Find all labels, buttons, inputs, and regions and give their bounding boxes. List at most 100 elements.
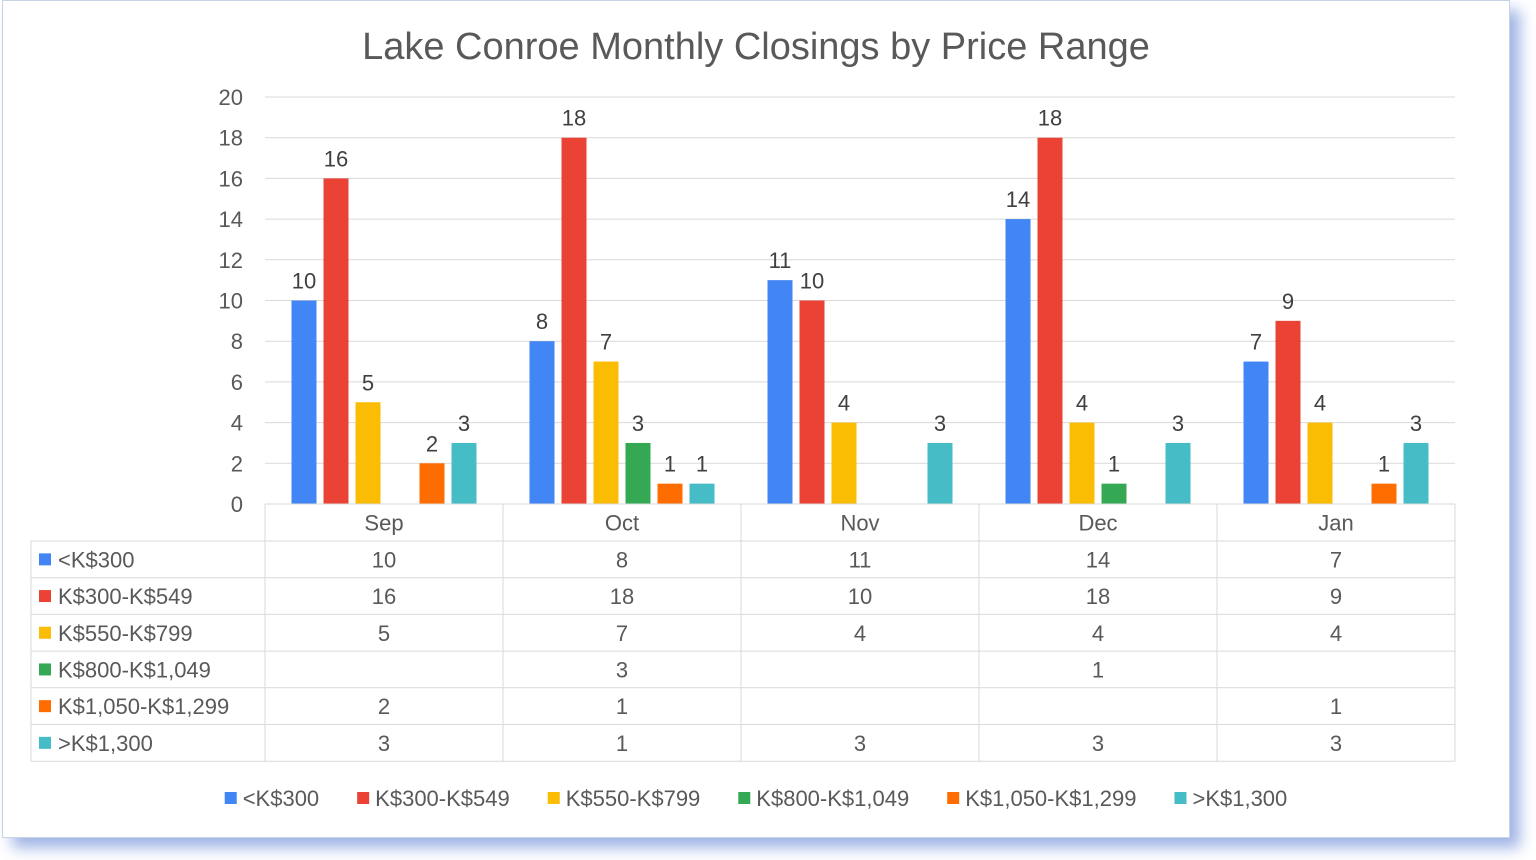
bar-k-300-oct [529, 341, 555, 504]
bar-k-300-k-549-dec [1037, 137, 1063, 504]
bar-k-1-300-sep [451, 442, 477, 504]
bar-k-550-k-799-sep [355, 402, 381, 504]
x-tick-label-oct: Oct [605, 511, 639, 536]
bar-k-550-k-799-nov [831, 422, 857, 504]
data-label-k-1-300-jan: 3 [1410, 411, 1422, 436]
data-label-k-300-k-549-sep: 16 [324, 146, 348, 171]
bar-k-300-sep [291, 300, 317, 504]
table-cell-k-300-dec: 14 [1086, 547, 1110, 572]
bar-k-550-k-799-oct [593, 361, 619, 504]
table-cell-k-1-300-sep: 3 [378, 731, 390, 756]
data-label-k-550-k-799-dec: 4 [1076, 391, 1088, 416]
legend-key-k-300-k-549 [357, 792, 370, 804]
table-cell-k-300-nov: 11 [849, 547, 872, 572]
table-key-k-300 [39, 553, 51, 566]
bar-k-300-dec [1005, 219, 1031, 504]
bar-k-1-300-nov [927, 442, 953, 504]
y-tick-label-16: 16 [219, 166, 243, 191]
data-label-k-300-jan: 7 [1250, 330, 1262, 355]
bar-k-1-050-k-1-299-oct [657, 483, 683, 504]
table-cell-k-300-k-549-jan: 9 [1330, 584, 1342, 609]
bar-k-300-k-549-oct [561, 137, 587, 504]
data-label-k-300-dec: 14 [1006, 187, 1030, 212]
legend-label-k-550-k-799: K$550-K$799 [566, 786, 701, 811]
data-label-k-1-050-k-1-299-sep: 2 [426, 431, 438, 456]
data-label-k-1-050-k-1-299-oct: 1 [664, 452, 676, 477]
data-label-k-300-oct: 8 [536, 309, 548, 334]
data-label-k-300-k-549-nov: 10 [800, 269, 824, 294]
data-label-k-550-k-799-nov: 4 [838, 391, 850, 416]
table-cell-k-550-k-799-sep: 5 [378, 621, 390, 646]
bar-k-1-300-dec [1165, 442, 1191, 504]
chart-title: Lake Conroe Monthly Closings by Price Ra… [362, 26, 1150, 68]
y-tick-label-6: 6 [231, 370, 243, 395]
legend-key-k-1-050-k-1-299 [947, 792, 960, 804]
bar-k-550-k-799-jan [1307, 422, 1333, 504]
bar-k-1-050-k-1-299-jan [1371, 483, 1397, 504]
table-row-label-k-300-k-549: K$300-K$549 [58, 584, 193, 609]
y-tick-label-14: 14 [219, 207, 243, 232]
table-cell-k-1-300-nov: 3 [854, 731, 866, 756]
y-tick-label-18: 18 [219, 126, 243, 151]
table-cell-k-300-sep: 10 [372, 547, 396, 572]
bar-k-300-jan [1243, 361, 1269, 504]
data-label-k-300-k-549-dec: 18 [1038, 106, 1062, 131]
bar-k-300-nov [767, 280, 793, 504]
y-tick-label-0: 0 [231, 492, 243, 517]
table-cell-k-300-k-549-oct: 18 [610, 584, 634, 609]
legend-label-k-1-050-k-1-299: K$1,050-K$1,299 [965, 786, 1136, 811]
table-cell-k-300-jan: 7 [1330, 547, 1342, 572]
data-label-k-1-050-k-1-299-jan: 1 [1378, 452, 1390, 477]
legend-label-k-800-k-1-049: K$800-K$1,049 [756, 786, 909, 811]
table-cell-k-550-k-799-jan: 4 [1330, 621, 1342, 646]
y-tick-label-12: 12 [219, 248, 243, 273]
legend-key-k-550-k-799 [547, 792, 560, 804]
data-label-k-550-k-799-oct: 7 [600, 330, 612, 355]
table-key-k-800-k-1-049 [39, 663, 51, 676]
x-tick-label-sep: Sep [364, 511, 403, 536]
table-row-label-k-1-300: >K$1,300 [58, 731, 153, 756]
table-key-k-550-k-799 [39, 626, 51, 639]
bar-k-1-050-k-1-299-sep [419, 463, 445, 504]
table-cell-k-550-k-799-oct: 7 [616, 621, 628, 646]
table-cell-k-1-300-oct: 1 [616, 731, 628, 756]
bar-k-1-300-jan [1403, 442, 1429, 504]
data-label-k-550-k-799-jan: 4 [1314, 391, 1326, 416]
y-tick-label-2: 2 [231, 451, 243, 476]
data-label-k-1-300-dec: 3 [1172, 411, 1184, 436]
table-cell-k-300-oct: 8 [616, 547, 628, 572]
data-label-k-300-k-549-jan: 9 [1282, 289, 1294, 314]
table-key-k-1-050-k-1-299 [39, 700, 51, 713]
table-cell-k-550-k-799-nov: 4 [854, 621, 866, 646]
x-tick-label-dec: Dec [1078, 511, 1117, 536]
y-tick-label-10: 10 [219, 289, 243, 314]
bar-k-550-k-799-dec [1069, 422, 1095, 504]
table-row-label-k-550-k-799: K$550-K$799 [58, 621, 193, 646]
table-cell-k-1-050-k-1-299-jan: 1 [1330, 694, 1342, 719]
data-label-k-300-k-549-oct: 18 [562, 106, 586, 131]
legend-label-k-300-k-549: K$300-K$549 [375, 786, 510, 811]
y-tick-label-20: 20 [219, 85, 243, 110]
y-tick-label-4: 4 [231, 411, 243, 436]
table-cell-k-300-k-549-nov: 10 [848, 584, 872, 609]
y-tick-label-8: 8 [231, 329, 243, 354]
bar-k-1-300-oct [689, 483, 715, 504]
table-key-k-300-k-549 [39, 590, 51, 603]
data-label-k-800-k-1-049-oct: 3 [632, 411, 644, 436]
table-cell-k-1-050-k-1-299-sep: 2 [378, 694, 390, 719]
data-label-k-300-sep: 10 [292, 269, 316, 294]
data-label-k-1-300-nov: 3 [934, 411, 946, 436]
legend-label-k-300: <K$300 [243, 786, 319, 811]
table-cell-k-800-k-1-049-dec: 1 [1092, 657, 1104, 682]
table-cell-k-1-300-dec: 3 [1092, 731, 1104, 756]
chart-frame: Lake Conroe Monthly Closings by Price Ra… [2, 0, 1510, 838]
table-cell-k-550-k-799-dec: 4 [1092, 621, 1104, 646]
bar-k-300-k-549-sep [323, 178, 349, 504]
legend-key-k-800-k-1-049 [738, 792, 751, 804]
data-label-k-550-k-799-sep: 5 [362, 370, 374, 395]
data-label-k-300-nov: 11 [769, 248, 792, 273]
data-label-k-800-k-1-049-dec: 1 [1108, 452, 1120, 477]
table-cell-k-800-k-1-049-oct: 3 [616, 657, 628, 682]
legend-key-k-300 [224, 792, 237, 804]
table-row-label-k-300: <K$300 [58, 547, 134, 572]
